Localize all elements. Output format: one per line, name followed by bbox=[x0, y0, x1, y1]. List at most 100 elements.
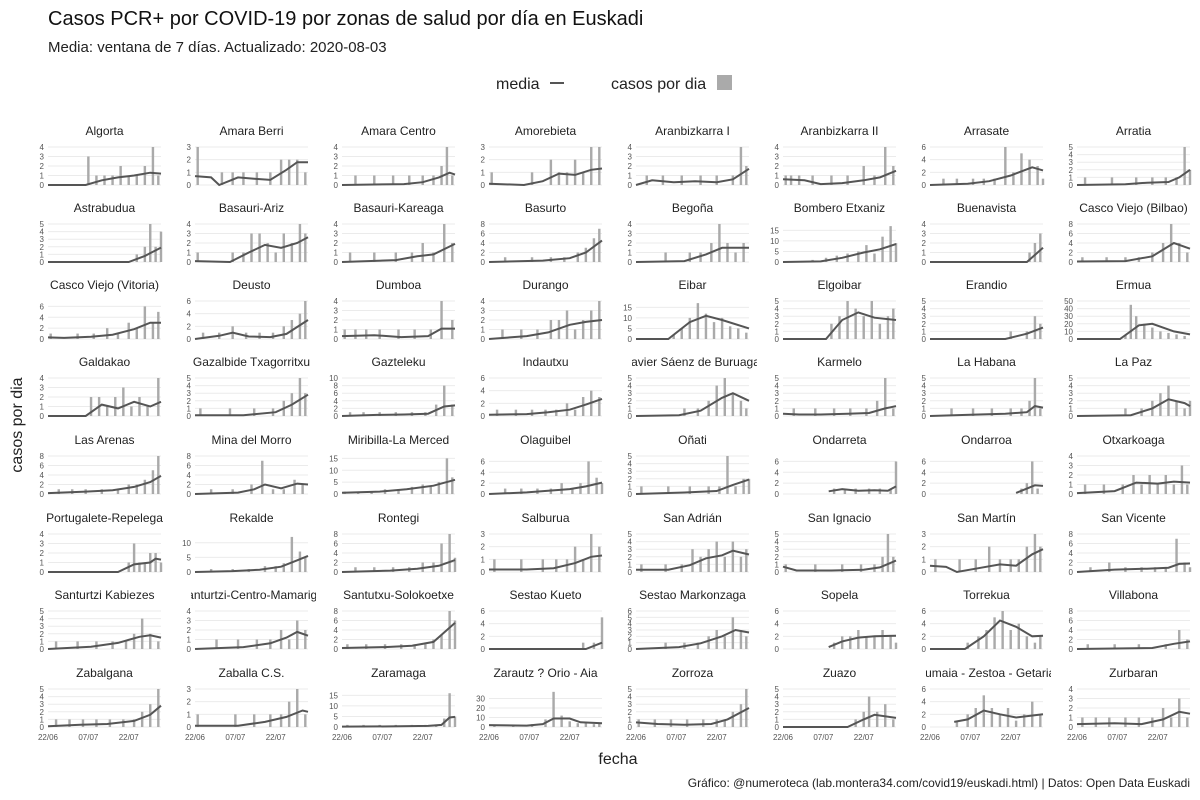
bar bbox=[149, 224, 152, 262]
y-tick-label: 6 bbox=[922, 685, 927, 694]
bar bbox=[159, 231, 163, 262]
bar bbox=[950, 408, 953, 416]
panel-title: Zurbaran bbox=[1109, 666, 1158, 680]
bar bbox=[739, 400, 743, 416]
y-tick-label: 1 bbox=[40, 403, 45, 412]
y-tick-label: 2 bbox=[628, 397, 633, 406]
bar bbox=[680, 328, 683, 339]
bar bbox=[712, 322, 716, 339]
bar bbox=[1183, 335, 1186, 339]
y-tick-label: 3 bbox=[334, 153, 339, 162]
y-tick-label: 0 bbox=[187, 335, 192, 344]
bar bbox=[1172, 484, 1176, 494]
y-tick-label: 6 bbox=[334, 617, 339, 626]
y-tick-label: 4 bbox=[628, 538, 633, 547]
x-tick-label: 22/06 bbox=[773, 733, 794, 742]
bar bbox=[1186, 484, 1189, 494]
bar bbox=[998, 714, 1002, 727]
bar bbox=[151, 470, 155, 494]
bar bbox=[362, 412, 365, 416]
panel-title: La Paz bbox=[1115, 355, 1152, 369]
y-tick-label: 4 bbox=[1069, 549, 1074, 558]
y-tick-label: 1 bbox=[334, 172, 339, 181]
bar bbox=[840, 564, 844, 572]
y-tick-label: 3 bbox=[922, 230, 927, 239]
y-tick-label: 6 bbox=[334, 540, 339, 549]
media-line bbox=[828, 485, 897, 493]
y-tick-label: 4 bbox=[481, 297, 486, 306]
bar bbox=[573, 159, 577, 185]
media-line bbox=[48, 246, 162, 263]
bar bbox=[157, 456, 160, 494]
y-tick-label: 4 bbox=[187, 220, 192, 229]
bar bbox=[581, 642, 585, 649]
bar bbox=[1161, 708, 1165, 727]
y-axis-title: casos por dia bbox=[9, 377, 26, 472]
panel-title: Rekalde bbox=[229, 511, 273, 525]
y-tick-label: 0 bbox=[1069, 645, 1074, 654]
y-tick-label: 1 bbox=[1069, 173, 1074, 182]
bar bbox=[1028, 252, 1031, 262]
y-tick-label: 3 bbox=[481, 307, 486, 316]
bar bbox=[1086, 644, 1089, 649]
y-tick-label: 2 bbox=[628, 708, 633, 717]
bar bbox=[865, 245, 868, 262]
y-tick-label: 4 bbox=[40, 374, 45, 383]
y-tick-label: 5 bbox=[775, 374, 780, 383]
y-tick-label: 0 bbox=[334, 258, 339, 267]
y-tick-label: 6 bbox=[775, 607, 780, 616]
y-tick-label: 6 bbox=[922, 607, 927, 616]
bar bbox=[1025, 546, 1029, 572]
y-tick-label: 2 bbox=[775, 320, 780, 329]
bar bbox=[89, 397, 93, 416]
bar bbox=[726, 243, 729, 262]
bar bbox=[410, 486, 414, 494]
y-tick-label: 0 bbox=[187, 181, 192, 190]
bar bbox=[645, 175, 648, 185]
media-line bbox=[636, 549, 750, 571]
bar bbox=[745, 408, 748, 416]
y-tick-label: 0 bbox=[334, 181, 339, 190]
y-tick-label: 0 bbox=[334, 335, 339, 344]
y-tick-label: 3 bbox=[1069, 158, 1074, 167]
bar bbox=[114, 397, 117, 416]
y-tick-label: 6 bbox=[334, 389, 339, 398]
y-tick-label: 3 bbox=[481, 530, 486, 539]
y-tick-label: 10 bbox=[329, 466, 338, 475]
y-tick-label: 4 bbox=[334, 297, 339, 306]
panel-title: Basauri-Ariz bbox=[219, 201, 284, 215]
panel-title: Basurto bbox=[525, 201, 567, 215]
panel-title: Amara Centro bbox=[361, 124, 436, 138]
media-line bbox=[489, 554, 603, 571]
y-tick-label: 0 bbox=[922, 490, 927, 499]
bar bbox=[576, 723, 579, 727]
y-tick-label: 1 bbox=[1069, 404, 1074, 413]
bar bbox=[974, 559, 977, 572]
y-tick-label: 15 bbox=[770, 226, 779, 235]
y-tick-label: 1 bbox=[40, 637, 45, 646]
bar bbox=[1164, 644, 1167, 649]
facet-panel: Sopela 0 2 4 6 bbox=[775, 588, 898, 654]
bar bbox=[715, 630, 718, 649]
bar bbox=[600, 483, 604, 494]
bar bbox=[157, 311, 160, 339]
bar bbox=[266, 243, 269, 262]
x-tick-label: 22/06 bbox=[38, 733, 59, 742]
media-line bbox=[930, 326, 1044, 340]
bar bbox=[985, 630, 988, 649]
bar bbox=[451, 175, 454, 185]
media-line bbox=[194, 554, 309, 573]
bar bbox=[143, 306, 147, 339]
y-tick-label: 2 bbox=[922, 710, 927, 719]
bar bbox=[209, 569, 213, 572]
y-tick-label: 3 bbox=[40, 384, 45, 393]
bar bbox=[231, 252, 234, 262]
bar bbox=[105, 328, 109, 339]
bar bbox=[1039, 714, 1042, 727]
bar bbox=[429, 486, 432, 494]
bar bbox=[1105, 257, 1108, 262]
bar bbox=[1167, 385, 1170, 416]
bar bbox=[581, 559, 585, 572]
y-tick-label: 4 bbox=[40, 313, 45, 322]
y-tick-label: 0 bbox=[628, 490, 633, 499]
